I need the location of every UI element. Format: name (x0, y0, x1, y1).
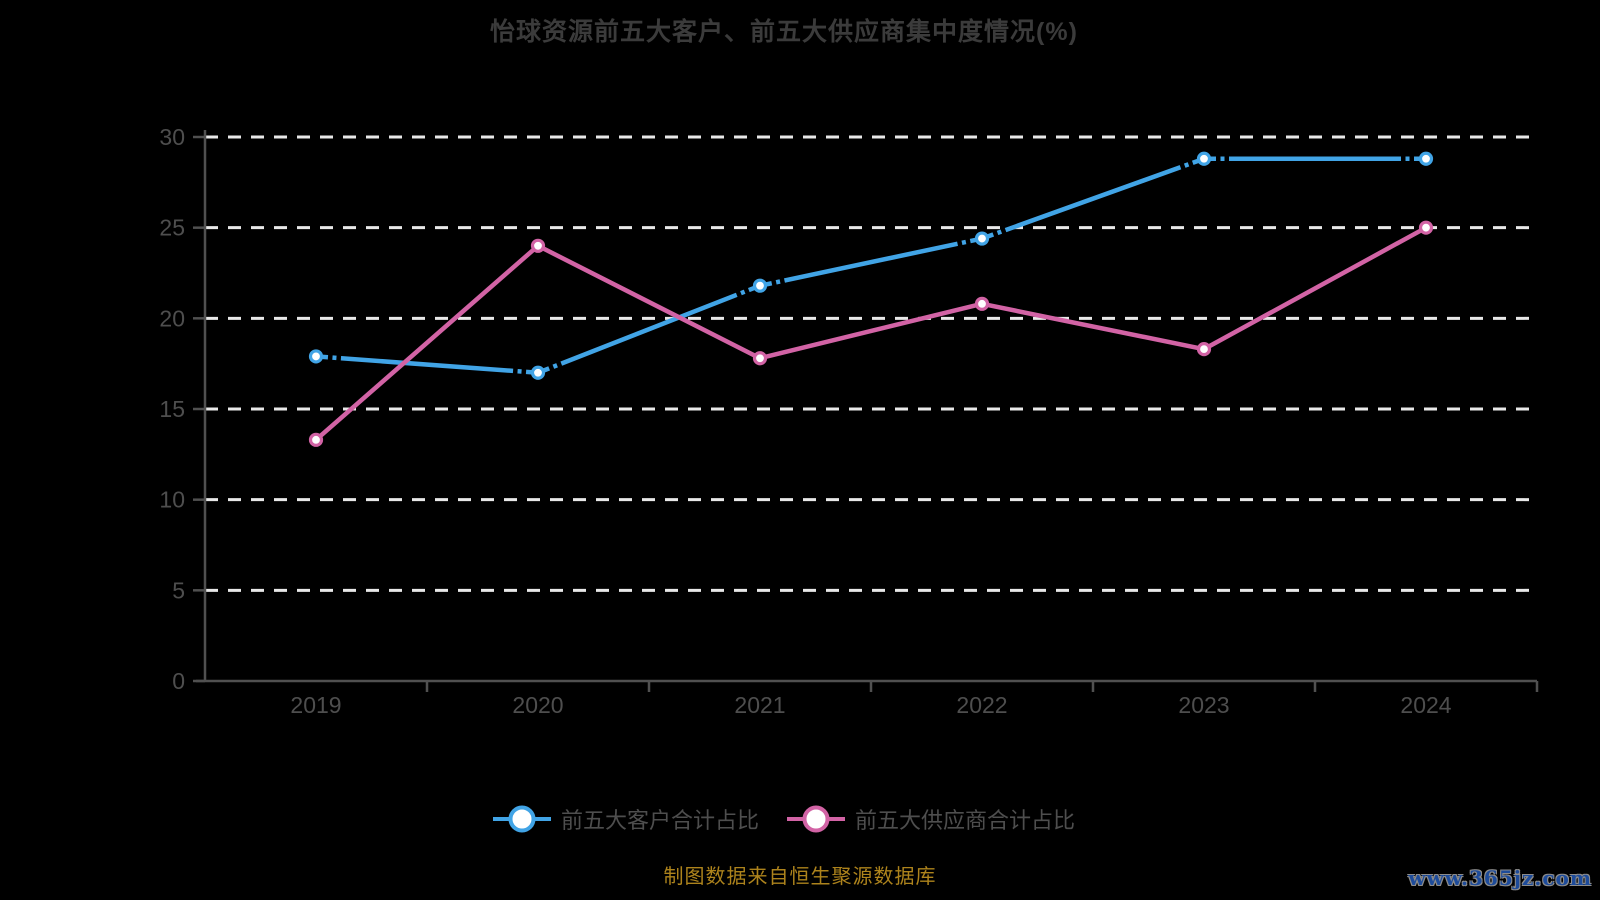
y-axis-label: 15 (159, 396, 185, 422)
line-gap-dash (1187, 159, 1194, 168)
data-point-2024-s1[interactable] (1418, 220, 1434, 235)
legend-item-suppliers[interactable]: 前五大供应商合计占比 (787, 803, 1075, 835)
data-source-note: 制图数据来自恒生聚源数据库 (663, 866, 937, 888)
line-gap-dash (743, 286, 751, 295)
line-gap-dash (956, 239, 963, 248)
y-axis-label: 20 (159, 305, 185, 331)
y-axis-label: 30 (159, 124, 185, 150)
data-point-2021-s1[interactable] (752, 351, 768, 366)
line-circle-marker-icon (492, 805, 551, 833)
legend-label-suppliers: 前五大供应商合计占比 (855, 808, 1076, 833)
y-axis-label: 25 (159, 215, 185, 241)
line-gap-dash (735, 289, 743, 299)
data-point-2024-s0[interactable] (1418, 151, 1434, 166)
x-axis-label: 2021 (734, 692, 785, 718)
legend-circle (508, 805, 536, 833)
y-axis-label: 0 (172, 668, 185, 694)
data-point-2019-s1[interactable] (308, 432, 324, 447)
line-gap-dash (1000, 226, 1007, 235)
data-point-2023-s0[interactable] (1196, 151, 1212, 166)
legend-item-customers[interactable]: 前五大客户合计占比 (492, 803, 759, 835)
line-gap-dash (779, 277, 786, 285)
legend-label-customers: 前五大客户合计占比 (560, 808, 759, 833)
data-point-2022-s1[interactable] (974, 296, 990, 311)
line-gap-dash (555, 360, 563, 369)
x-axis-label: 2019 (290, 692, 341, 718)
data-point-2019-s0[interactable] (308, 349, 324, 364)
legend-circle (802, 805, 830, 833)
data-point-2021-s0[interactable] (752, 278, 768, 293)
chart-title: 怡球资源前五大客户、前五大供应商集中度情况(%) (490, 18, 1078, 46)
data-point-2020-s0[interactable] (530, 365, 546, 380)
x-axis-label: 2022 (956, 692, 1007, 718)
series-line-0 (315, 156, 1426, 375)
line-circle-marker-icon (787, 805, 845, 833)
x-axis-label: 2024 (1400, 692, 1451, 718)
data-point-2022-s0[interactable] (974, 231, 990, 246)
x-axis-label: 2020 (512, 692, 563, 718)
line-gap-dash (771, 278, 777, 287)
data-point-2023-s1[interactable] (1196, 342, 1212, 357)
data-point-2020-s1[interactable] (530, 238, 546, 253)
line-gap-dash (992, 229, 999, 238)
y-axis-label: 5 (172, 577, 185, 603)
line-gap-dash (547, 363, 555, 372)
chart-legend: 前五大客户合计占比 前五大供应商合计占比 (0, 803, 1568, 835)
site-watermark: www.365jz.com (1408, 866, 1592, 890)
line-gap-dash (965, 237, 971, 246)
y-axis-label: 10 (159, 487, 185, 513)
x-axis-label: 2023 (1178, 692, 1229, 718)
line-gap-dash (1179, 162, 1186, 171)
series-line-1 (314, 225, 1428, 442)
